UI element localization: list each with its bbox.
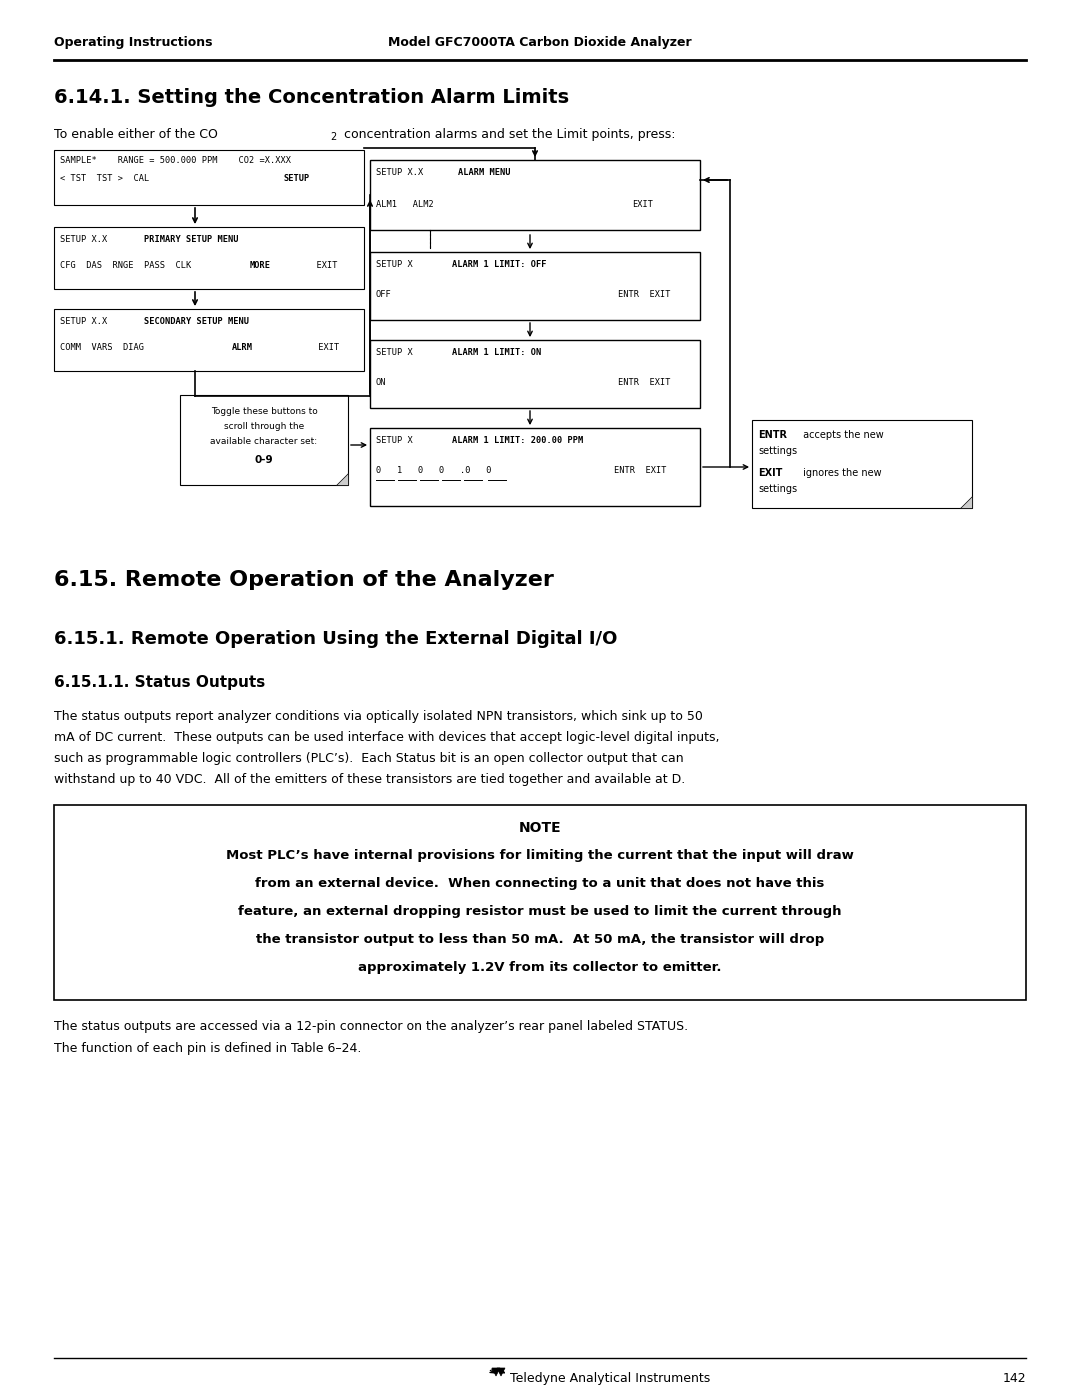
Text: ENTR: ENTR: [758, 430, 787, 440]
Text: Operating Instructions: Operating Instructions: [54, 36, 213, 49]
Text: Toggle these buttons to: Toggle these buttons to: [211, 407, 318, 416]
Polygon shape: [336, 474, 348, 485]
Text: approximately 1.2V from its collector to emitter.: approximately 1.2V from its collector to…: [359, 961, 721, 974]
Bar: [370, 339, 700, 408]
Text: ignores the new: ignores the new: [800, 468, 881, 478]
Bar: [54, 309, 364, 372]
Text: 6.15. Remote Operation of the Analyzer: 6.15. Remote Operation of the Analyzer: [54, 570, 554, 590]
Text: accepts the new: accepts the new: [800, 430, 883, 440]
Text: EXIT: EXIT: [292, 344, 339, 352]
Bar: [54, 805, 1026, 1000]
Bar: [370, 251, 700, 320]
Text: concentration alarms and set the Limit points, press:: concentration alarms and set the Limit p…: [340, 129, 675, 141]
Text: ALM1   ALM2: ALM1 ALM2: [376, 200, 434, 210]
Text: OFF: OFF: [376, 291, 392, 299]
Text: MORE: MORE: [249, 261, 271, 270]
Text: To enable either of the CO: To enable either of the CO: [54, 129, 218, 141]
Text: 0   1   0   0   .0   0: 0 1 0 0 .0 0: [376, 467, 491, 475]
Text: < TST  TST >  CAL: < TST TST > CAL: [60, 175, 149, 183]
Text: SETUP X: SETUP X: [376, 260, 429, 270]
Text: from an external device.  When connecting to a unit that does not have this: from an external device. When connecting…: [255, 877, 825, 890]
Bar: [370, 161, 700, 231]
Text: EXIT: EXIT: [306, 261, 337, 270]
Text: The status outputs are accessed via a 12-pin connector on the analyzer’s rear pa: The status outputs are accessed via a 12…: [54, 1020, 688, 1032]
Text: EXIT: EXIT: [758, 468, 782, 478]
Bar: [752, 420, 972, 509]
Bar: [370, 427, 700, 506]
Text: SETUP X.X: SETUP X.X: [60, 317, 118, 326]
Text: Teledyne Analytical Instruments: Teledyne Analytical Instruments: [510, 1372, 711, 1384]
Polygon shape: [497, 1368, 505, 1376]
Text: ON: ON: [376, 379, 387, 387]
Text: available character set:: available character set:: [211, 437, 318, 446]
Text: PRIMARY SETUP MENU: PRIMARY SETUP MENU: [144, 235, 239, 244]
Text: SETUP X: SETUP X: [376, 436, 429, 446]
Text: ALARM 1 LIMIT: ON: ALARM 1 LIMIT: ON: [453, 348, 541, 358]
Text: feature, an external dropping resistor must be used to limit the current through: feature, an external dropping resistor m…: [239, 905, 841, 918]
Text: withstand up to 40 VDC.  All of the emitters of these transistors are tied toget: withstand up to 40 VDC. All of the emitt…: [54, 773, 685, 787]
Text: ALARM MENU: ALARM MENU: [458, 168, 511, 177]
Text: ALARM 1 LIMIT: OFF: ALARM 1 LIMIT: OFF: [453, 260, 546, 270]
Text: settings: settings: [758, 483, 797, 495]
Text: NOTE: NOTE: [518, 821, 562, 835]
Text: CFG  DAS  RNGE  PASS  CLK: CFG DAS RNGE PASS CLK: [60, 261, 202, 270]
Text: settings: settings: [758, 446, 797, 455]
Text: The status outputs report analyzer conditions via optically isolated NPN transis: The status outputs report analyzer condi…: [54, 710, 703, 724]
Text: ENTR  EXIT: ENTR EXIT: [618, 379, 671, 387]
Text: SETUP X.X: SETUP X.X: [60, 235, 118, 244]
Text: scroll through the: scroll through the: [224, 422, 305, 432]
Text: ENTR  EXIT: ENTR EXIT: [615, 467, 666, 475]
Text: SAMPLE*    RANGE = 500.000 PPM    CO2 =X.XXX: SAMPLE* RANGE = 500.000 PPM CO2 =X.XXX: [60, 156, 291, 165]
Text: SETUP X: SETUP X: [376, 348, 429, 358]
Text: ENTR  EXIT: ENTR EXIT: [618, 291, 671, 299]
Text: SETUP: SETUP: [284, 175, 310, 183]
Text: such as programmable logic controllers (PLC’s).  Each Status bit is an open coll: such as programmable logic controllers (…: [54, 752, 684, 766]
Polygon shape: [492, 1368, 500, 1376]
Text: 0-9: 0-9: [255, 455, 273, 465]
Text: ALRM: ALRM: [232, 344, 253, 352]
Text: 6.14.1. Setting the Concentration Alarm Limits: 6.14.1. Setting the Concentration Alarm …: [54, 88, 569, 108]
Text: SETUP X.X: SETUP X.X: [376, 168, 434, 177]
Text: 2: 2: [330, 131, 336, 142]
Text: EXIT: EXIT: [632, 200, 653, 210]
Bar: [180, 395, 348, 485]
Text: 6.15.1. Remote Operation Using the External Digital I/O: 6.15.1. Remote Operation Using the Exter…: [54, 630, 618, 648]
Text: 6.15.1.1. Status Outputs: 6.15.1.1. Status Outputs: [54, 675, 266, 690]
Bar: [54, 149, 364, 205]
Polygon shape: [960, 496, 972, 509]
Text: SECONDARY SETUP MENU: SECONDARY SETUP MENU: [144, 317, 249, 326]
Text: COMM  VARS  DIAG: COMM VARS DIAG: [60, 344, 154, 352]
Text: Most PLC’s have internal provisions for limiting the current that the input will: Most PLC’s have internal provisions for …: [226, 849, 854, 862]
Text: Model GFC7000TA Carbon Dioxide Analyzer: Model GFC7000TA Carbon Dioxide Analyzer: [388, 36, 692, 49]
Text: ALARM 1 LIMIT: 200.00 PPM: ALARM 1 LIMIT: 200.00 PPM: [453, 436, 583, 446]
Text: mA of DC current.  These outputs can be used interface with devices that accept : mA of DC current. These outputs can be u…: [54, 731, 719, 745]
Text: 142: 142: [1002, 1372, 1026, 1384]
Text: the transistor output to less than 50 mA.  At 50 mA, the transistor will drop: the transistor output to less than 50 mA…: [256, 933, 824, 946]
Bar: [54, 226, 364, 289]
Text: The function of each pin is defined in Table 6–24.: The function of each pin is defined in T…: [54, 1042, 362, 1055]
